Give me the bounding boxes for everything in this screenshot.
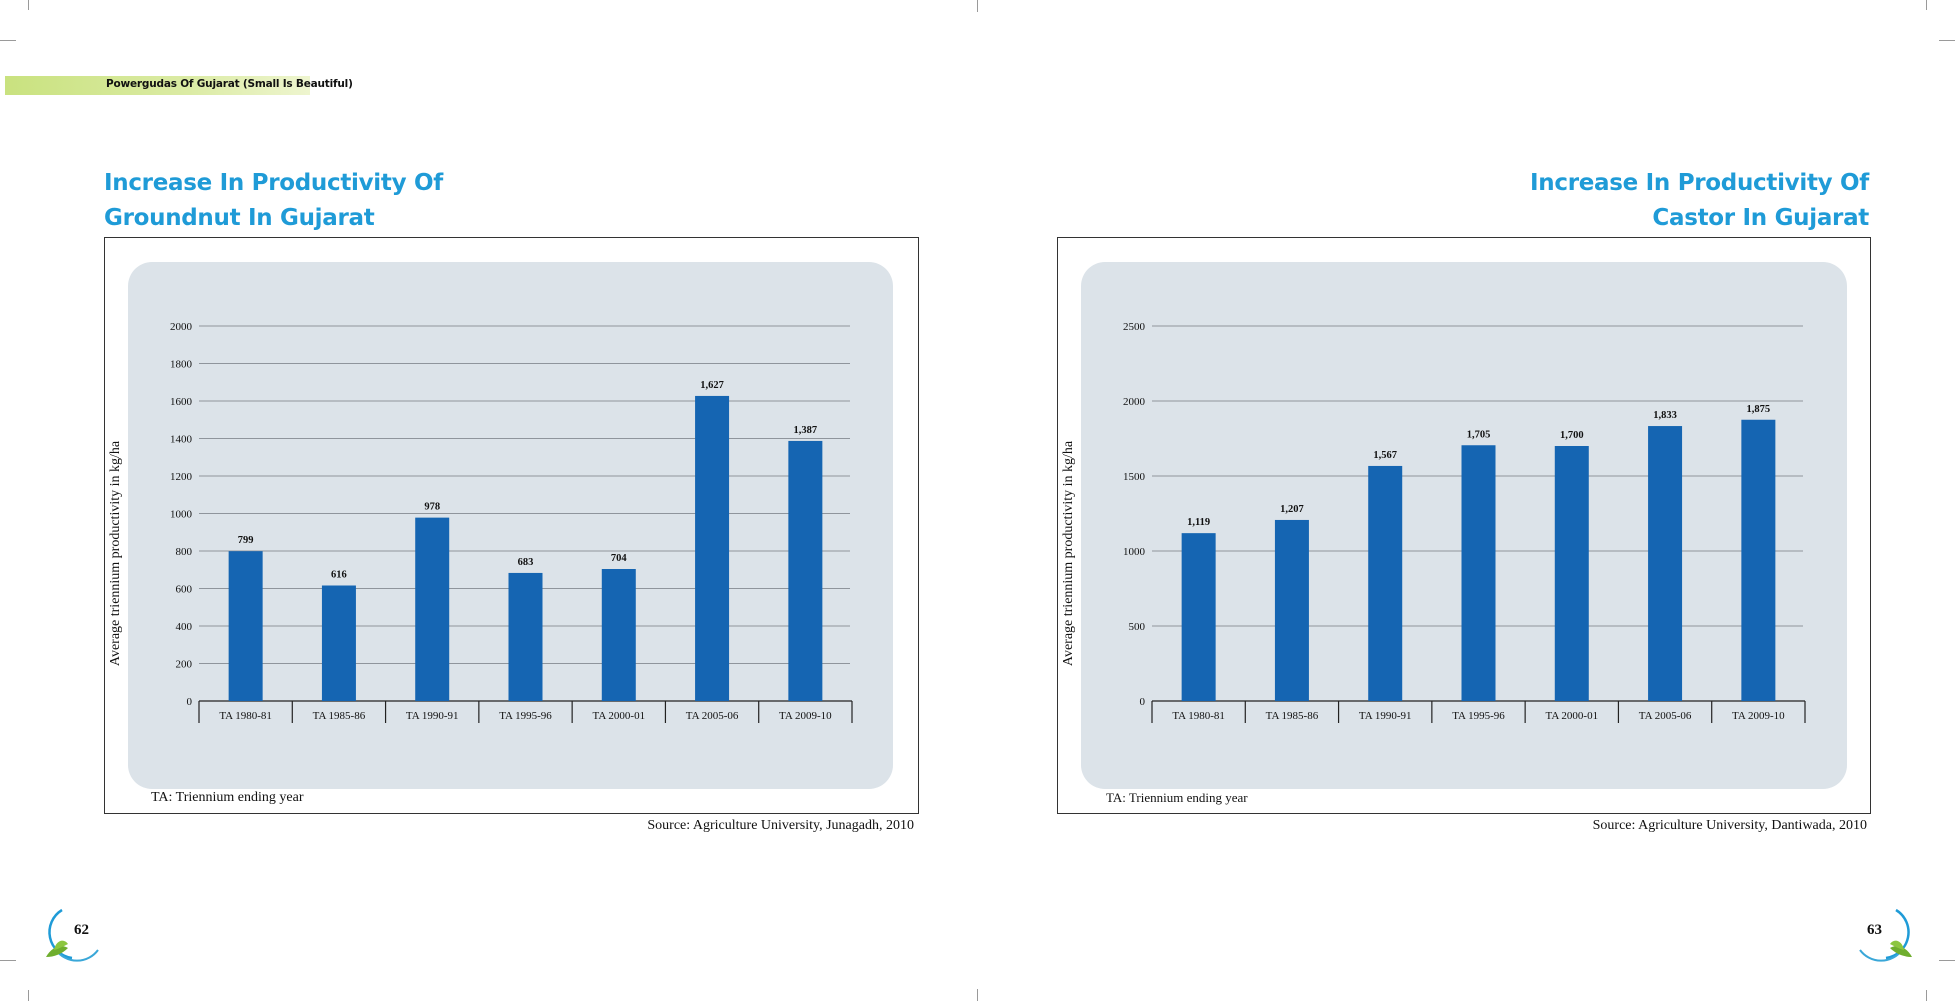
running-header-band — [5, 76, 310, 95]
x-tick-label: TA 2005-06 — [1639, 710, 1692, 722]
crop-mark — [0, 40, 16, 41]
y-tick-label: 0 — [187, 696, 193, 708]
data-label: 1,387 — [794, 425, 818, 436]
bar — [1648, 426, 1683, 701]
chart-castor: 0 500 1000 1500 2000 2500 1,119 TA 1980-81 1,207… — [1061, 321, 1806, 723]
y-tick-label: 1500 — [1123, 471, 1146, 483]
x-tick-label: TA 1985-86 — [313, 710, 366, 722]
y-tick-label: 800 — [176, 546, 193, 558]
data-label: 1,833 — [1653, 410, 1677, 421]
data-label: 978 — [424, 502, 440, 513]
data-label: 799 — [238, 535, 254, 546]
running-header-title: Powergudas Of Gujarat (Small Is Beautifu… — [106, 78, 353, 90]
bar — [1368, 465, 1403, 701]
y-tick-label: 2000 — [1123, 396, 1146, 408]
x-tick-label: TA 2000-01 — [592, 710, 645, 722]
y-tick-label: 1000 — [1123, 546, 1146, 558]
data-label: 683 — [518, 557, 534, 568]
crop-mark — [28, 990, 29, 1001]
page-number-left: 62 — [74, 922, 89, 938]
data-label: 1,875 — [1747, 404, 1771, 415]
crop-mark — [1939, 960, 1955, 961]
crop-mark — [28, 0, 29, 10]
bar — [695, 395, 730, 701]
data-label: 1,627 — [700, 380, 724, 391]
bar — [321, 585, 356, 701]
chart-note-castor: TA: Triennium ending year — [1106, 790, 1248, 805]
page-number-badge-right: 63 — [1846, 900, 1916, 966]
x-tick-label: TA 1985-86 — [1266, 710, 1319, 722]
y-tick-label: 2500 — [1123, 321, 1146, 333]
data-label: 1,119 — [1187, 517, 1210, 528]
chart-source-groundnut: Source: Agriculture University, Junagadh… — [647, 818, 914, 833]
bar — [228, 551, 263, 701]
bar — [1554, 446, 1589, 701]
crop-mark — [977, 0, 978, 12]
bar — [1741, 419, 1776, 701]
y-tick-label: 200 — [176, 659, 193, 671]
x-tick-label: TA 1990-91 — [406, 710, 459, 722]
x-tick-label: TA 2009-10 — [779, 710, 832, 722]
crop-mark — [977, 989, 978, 1001]
bar — [415, 517, 450, 701]
x-tick-label: TA 1980-81 — [1172, 710, 1225, 722]
x-tick-label: TA 2000-01 — [1545, 710, 1598, 722]
x-tick-label: TA 2005-06 — [686, 710, 739, 722]
crop-mark — [1926, 990, 1927, 1001]
chart-title-castor: Increase In Productivity Of Castor In Gu… — [1530, 166, 1869, 236]
leaf-emblem-icon — [1859, 908, 1912, 962]
y-tick-label: 600 — [176, 584, 193, 596]
crop-mark — [1939, 40, 1955, 41]
y-axis-label: Average triennium productivity in kg/ha — [1061, 440, 1076, 666]
chart-note-groundnut: TA: Triennium ending year — [151, 790, 304, 805]
y-tick-label: 500 — [1129, 621, 1146, 633]
page-number-badge-left: 62 — [42, 900, 112, 966]
page-number-right: 63 — [1867, 922, 1882, 938]
y-tick-label: 1000 — [170, 509, 193, 521]
bar — [508, 572, 543, 701]
y-tick-label: 1600 — [170, 396, 193, 408]
bar — [601, 569, 636, 701]
data-label: 1,207 — [1280, 504, 1304, 515]
x-tick-label: TA 1995-96 — [1452, 710, 1505, 722]
x-tick-label: TA 1980-81 — [219, 710, 272, 722]
y-tick-label: 400 — [176, 621, 193, 633]
crop-mark — [1926, 0, 1927, 10]
y-axis-label: Average triennium productivity in kg/ha — [108, 440, 123, 666]
data-label: 1,705 — [1467, 429, 1491, 440]
chart-title-line2: Groundnut In Gujarat — [104, 205, 375, 231]
chart-groundnut: 0 200 400 600 800 1000 1200 1400 1600 1800 2000 799… — [108, 321, 853, 723]
chart-title-groundnut: Increase In Productivity Of Groundnut In… — [104, 166, 443, 236]
bar — [1461, 445, 1496, 701]
x-tick-label: TA 2009-10 — [1732, 710, 1785, 722]
chart-title-line2: Castor In Gujarat — [1652, 205, 1869, 231]
y-tick-label: 0 — [1140, 696, 1146, 708]
data-label: 616 — [331, 570, 347, 581]
bar — [1274, 519, 1309, 701]
data-label: 704 — [611, 553, 628, 564]
bar — [1181, 533, 1216, 701]
y-tick-label: 2000 — [170, 321, 193, 333]
data-label: 1,700 — [1560, 430, 1584, 441]
y-tick-label: 1800 — [170, 359, 193, 371]
x-tick-label: TA 1990-91 — [1359, 710, 1412, 722]
crop-mark — [0, 960, 16, 961]
y-tick-label: 1400 — [170, 434, 193, 446]
data-label: 1,567 — [1373, 450, 1397, 461]
y-tick-label: 1200 — [170, 471, 193, 483]
leaf-emblem-icon — [46, 908, 99, 962]
bar — [788, 440, 823, 701]
chart-source-castor: Source: Agriculture University, Dantiwad… — [1592, 818, 1867, 833]
chart-title-line1: Increase In Productivity Of — [1530, 170, 1869, 196]
chart-title-line1: Increase In Productivity Of — [104, 170, 443, 196]
x-tick-label: TA 1995-96 — [499, 710, 552, 722]
